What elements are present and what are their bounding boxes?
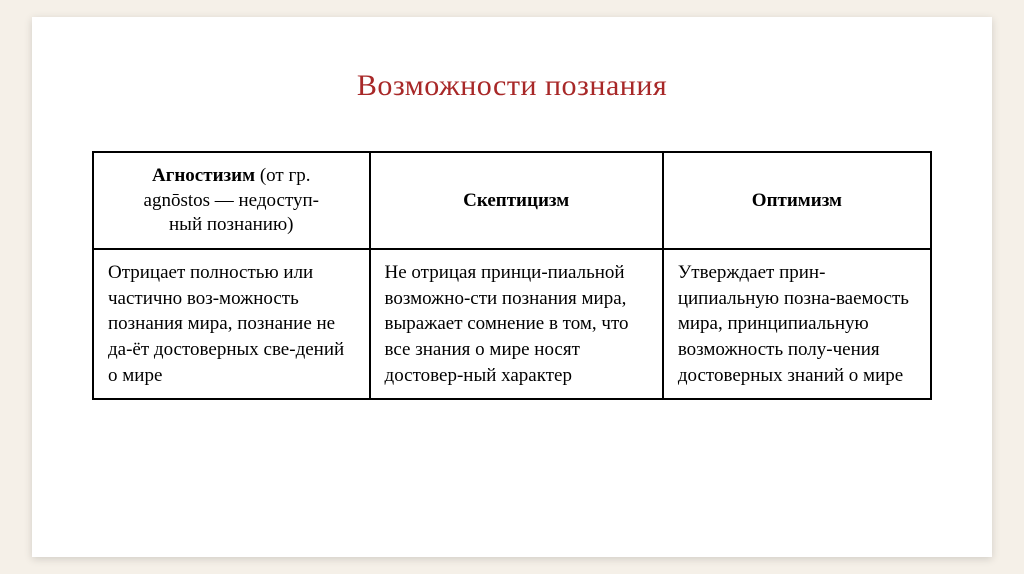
term-optimism: Оптимизм [752,190,842,211]
comparison-table: Агностизим (от гр. agnōstos — недоступ- … [92,151,932,400]
etym-line: agnōstos — недоступ- [108,189,355,214]
cell-skepticism-desc: Не отрицая принци-пиальной возможно-сти … [370,249,663,399]
cell-optimism-desc: Утверждает прин-ципиальную позна-ваемост… [663,249,931,399]
col-header-optimism: Оптимизм [663,152,931,249]
term-agnosticism: Агностизим [152,165,255,186]
table-header-row: Агностизим (от гр. agnōstos — недоступ- … [93,152,931,249]
table-row: Отрицает полностью или частично воз-можн… [93,249,931,399]
page-title: Возможности познания [92,69,932,103]
cell-agnosticism-desc: Отрицает полностью или частично воз-можн… [93,249,370,399]
col-header-agnosticism: Агностизим (от гр. agnōstos — недоступ- … [93,152,370,249]
term-skepticism: Скептицизм [463,190,569,211]
etym-line: (от гр. [255,165,310,186]
col-header-skepticism: Скептицизм [370,152,663,249]
slide-container: Возможности познания Агностизим (от гр. … [32,17,992,557]
etym-line: ный познанию) [108,213,355,238]
